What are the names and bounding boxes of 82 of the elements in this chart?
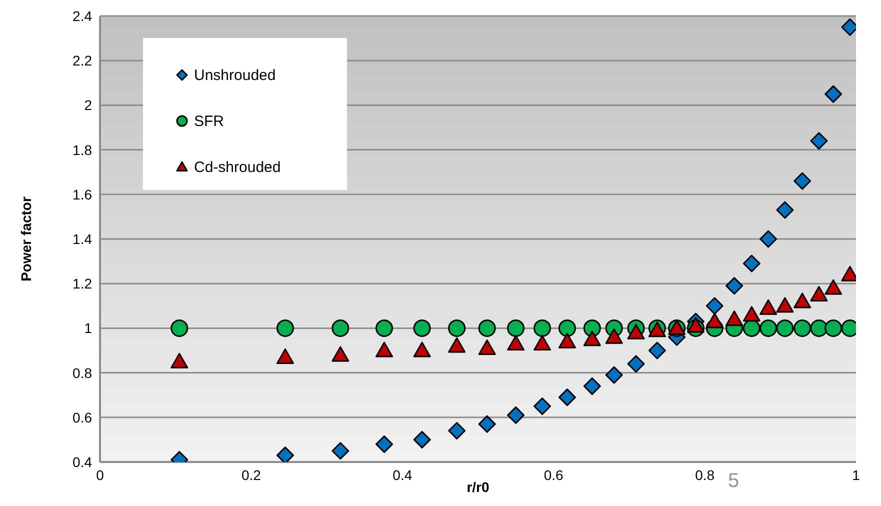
point (742, 254, 760, 272)
point (376, 435, 394, 453)
point (413, 342, 431, 358)
legend-label: SFR (194, 112, 224, 130)
point (448, 422, 466, 440)
point (478, 340, 496, 356)
point (332, 442, 350, 460)
y-tick-label: 1.6 (72, 186, 92, 202)
point (627, 355, 645, 373)
point (794, 319, 812, 337)
point (686, 317, 704, 333)
point (760, 319, 778, 337)
point (534, 335, 552, 351)
point (170, 352, 188, 368)
point (742, 306, 760, 322)
point (413, 319, 431, 337)
y-tick-label: 1.2 (72, 276, 92, 292)
point (706, 297, 724, 315)
point (507, 406, 525, 424)
point (810, 132, 828, 150)
point (605, 366, 623, 384)
legend-label: Cd-shrouded (194, 158, 281, 176)
point (810, 286, 828, 302)
point (276, 348, 294, 364)
point (332, 319, 350, 337)
point (776, 319, 794, 337)
x-tick-label: 0 (96, 466, 104, 483)
point (507, 319, 525, 337)
point (776, 297, 794, 313)
point (507, 335, 525, 351)
y-tick-label: 2.4 (72, 8, 92, 24)
y-tick-label: 0.6 (72, 409, 92, 426)
point (706, 312, 724, 328)
x-tick-label: 0.2 (241, 466, 262, 483)
x-tick-label: 0.8 (695, 466, 715, 483)
text: 5 (728, 470, 740, 493)
y-tick-label: 1.8 (72, 142, 92, 158)
point (276, 446, 294, 462)
point (726, 310, 744, 326)
point (605, 328, 623, 344)
point (583, 330, 601, 346)
legend-label: Unshrouded (194, 66, 276, 84)
point (760, 230, 778, 248)
point (376, 342, 394, 358)
point (413, 430, 431, 448)
point (627, 324, 645, 340)
point (276, 319, 294, 337)
point (794, 172, 812, 190)
point (558, 388, 576, 406)
point (448, 319, 466, 337)
point (810, 319, 828, 337)
point (824, 85, 842, 103)
x-tick-label: 1 (852, 466, 860, 483)
point (558, 332, 576, 348)
y-tick-label: 1.4 (72, 230, 92, 247)
point (534, 398, 552, 415)
x-axis-title: r/r0 (466, 479, 490, 495)
point (448, 337, 466, 353)
point (776, 201, 794, 219)
x-tick-label: 0.6 (544, 466, 564, 483)
point (534, 319, 552, 337)
point (760, 299, 778, 315)
y-axis-title: Power factor (18, 196, 34, 282)
point (478, 415, 496, 433)
point (583, 319, 601, 337)
y-tick-label: 0.8 (72, 364, 92, 381)
point (824, 319, 842, 337)
y-tick-label: 1 (84, 320, 92, 336)
x-tick-label: 0.4 (392, 466, 412, 483)
point (583, 377, 601, 395)
point (478, 319, 496, 337)
point (824, 279, 842, 295)
point (726, 277, 744, 295)
point (376, 319, 394, 337)
point (170, 319, 188, 337)
point (794, 292, 812, 308)
point (558, 319, 576, 337)
point (332, 346, 350, 362)
y-tick-label: 2 (84, 97, 92, 114)
point (648, 342, 666, 360)
y-tick-label: 0.4 (72, 454, 92, 470)
y-tick-label: 2.2 (72, 52, 92, 69)
